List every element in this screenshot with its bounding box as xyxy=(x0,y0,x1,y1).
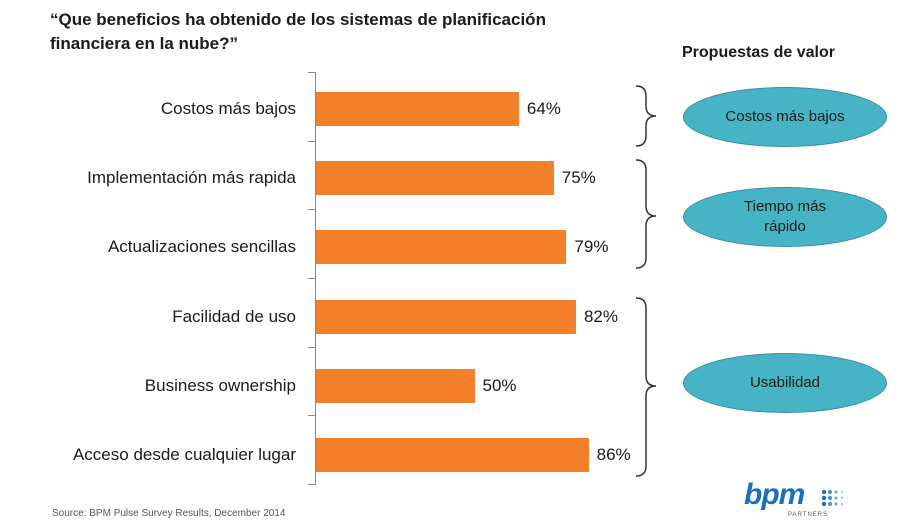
bracket-tiempo xyxy=(635,159,657,269)
value-prop-label: Usabilidad xyxy=(749,374,821,391)
data-label: 75% xyxy=(561,168,596,188)
bar xyxy=(316,368,475,403)
data-label: 64% xyxy=(526,99,561,118)
axis-tick xyxy=(308,415,316,417)
data-label: 82% xyxy=(583,306,618,326)
data-label: 50% xyxy=(482,375,517,395)
logo-text: bpm xyxy=(744,478,805,511)
axis-tick xyxy=(308,346,316,348)
bar xyxy=(316,230,567,265)
value-prop-usabilidad: Usabilidad xyxy=(683,353,887,413)
bar xyxy=(316,438,589,472)
category-label: Acceso desde cualquier lugar xyxy=(72,445,296,464)
bar xyxy=(316,299,576,334)
category-label: Implementación más rapida xyxy=(87,168,296,188)
category-label: Actualizaciones sencillas xyxy=(107,237,296,257)
bpm-logo: bpm PARTNERS xyxy=(744,478,848,518)
category-label: Facilidad de uso xyxy=(172,306,296,326)
value-prop-label: Costos más bajos xyxy=(725,108,845,125)
value-prop-costos: Costos más bajos xyxy=(683,87,887,147)
logo-dots-icon xyxy=(821,489,848,507)
logo-subtext: PARTNERS xyxy=(788,512,829,518)
chart-title-line2: financiera en la nube?” xyxy=(50,34,238,53)
data-label: 79% xyxy=(574,237,609,257)
axis-tick xyxy=(308,140,316,142)
axis-tick xyxy=(308,72,316,73)
axis-tick xyxy=(308,484,316,485)
source-note: Source: BPM Pulse Survey Results, Decemb… xyxy=(52,508,286,519)
bracket-costos xyxy=(635,85,657,147)
value-props-title: Propuestas de valor xyxy=(682,44,835,61)
value-prop-tiempo: Tiempo más rápido xyxy=(683,187,887,247)
value-prop-label: Tiempo más rápido xyxy=(744,198,826,235)
axis-tick xyxy=(308,209,316,211)
data-label: 86% xyxy=(596,445,631,464)
bar xyxy=(316,92,519,126)
chart-title-line1: “Que beneficios ha obtenido de los siste… xyxy=(50,10,546,29)
chart-title: “Que beneficios ha obtenido de los siste… xyxy=(50,8,690,56)
axis-tick xyxy=(308,278,316,279)
bar xyxy=(316,161,554,196)
bracket-usabilidad xyxy=(635,297,657,477)
category-label: Costos más bajos xyxy=(160,99,296,118)
category-label: Business ownership xyxy=(144,375,296,395)
